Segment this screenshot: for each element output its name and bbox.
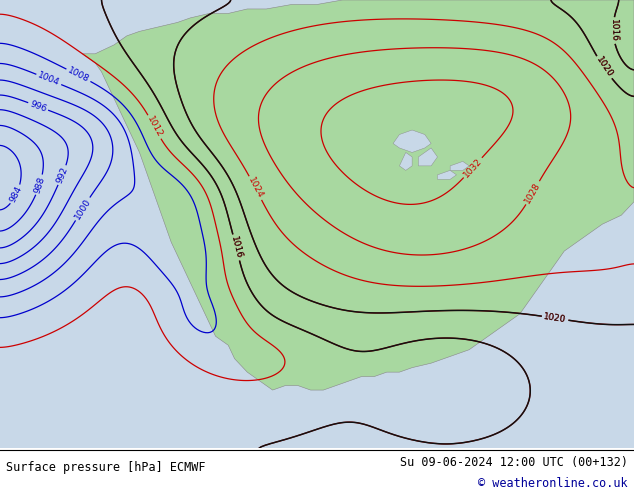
Text: 1020: 1020 — [594, 55, 614, 79]
Text: 1020: 1020 — [543, 312, 567, 324]
Text: Su 09-06-2024 12:00 UTC (00+132): Su 09-06-2024 12:00 UTC (00+132) — [399, 456, 628, 469]
Text: 1032: 1032 — [462, 156, 484, 179]
Text: 1016: 1016 — [609, 19, 618, 42]
Text: 1000: 1000 — [73, 197, 93, 221]
Text: 992: 992 — [55, 166, 70, 185]
Text: 1008: 1008 — [66, 66, 91, 84]
Text: 1016: 1016 — [609, 19, 618, 42]
Text: 1024: 1024 — [246, 176, 264, 200]
Text: © weatheronline.co.uk: © weatheronline.co.uk — [478, 477, 628, 490]
Text: 988: 988 — [32, 175, 46, 195]
Text: 1020: 1020 — [594, 55, 614, 79]
Polygon shape — [450, 161, 469, 171]
Polygon shape — [399, 152, 412, 171]
Polygon shape — [418, 148, 437, 166]
Text: 1016: 1016 — [229, 235, 243, 260]
Text: 1020: 1020 — [543, 312, 567, 324]
Text: 1016: 1016 — [229, 235, 243, 260]
Polygon shape — [393, 130, 431, 152]
Polygon shape — [437, 171, 456, 179]
Text: 1028: 1028 — [523, 181, 542, 205]
Text: 984: 984 — [8, 185, 24, 204]
Text: Surface pressure [hPa] ECMWF: Surface pressure [hPa] ECMWF — [6, 461, 206, 474]
Text: 1012: 1012 — [145, 115, 164, 139]
Text: 996: 996 — [29, 99, 48, 114]
Polygon shape — [82, 0, 634, 390]
Text: 1004: 1004 — [37, 71, 61, 88]
